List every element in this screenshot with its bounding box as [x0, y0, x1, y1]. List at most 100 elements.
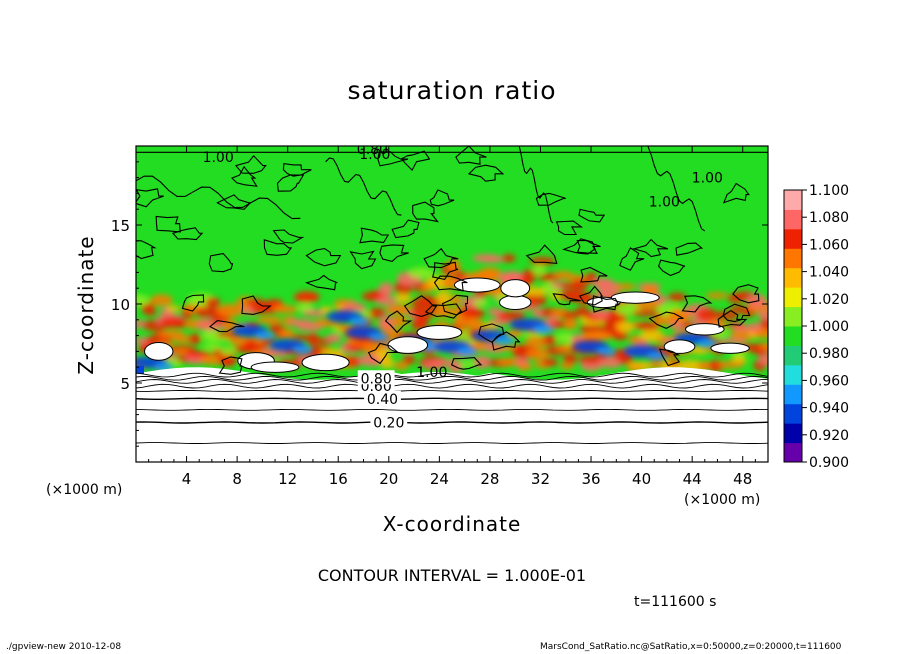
cloud-base-blue [136, 365, 144, 374]
contour-1.00 [367, 342, 400, 365]
colorbar-segment [784, 228, 802, 249]
x-tick-label: 44 [683, 470, 702, 488]
contour-1.00 [155, 215, 181, 233]
isoline [136, 421, 768, 424]
contour-layer: 0.200.400.600.801.00 0.801.001.001.001.00 [136, 142, 768, 444]
footer-left: ./gpview-new 2010-12-08 [6, 642, 122, 652]
y-tick-label: 5 [120, 375, 130, 393]
contour-1.00 [580, 266, 608, 283]
colorbar-tick-label: 1.000 [809, 319, 849, 335]
contour-1.00 [657, 259, 686, 277]
contour-1.00 [276, 174, 305, 192]
contour-1.00 [562, 238, 596, 255]
colorbar-tick-label: 0.900 [809, 455, 849, 471]
contour-1.00 [208, 320, 245, 333]
contour-1.00 [433, 275, 468, 292]
contour-1.00 [648, 311, 684, 330]
isoline [136, 375, 768, 381]
contour-1.00 [181, 294, 205, 312]
isoline [136, 389, 768, 392]
contour-1.00 [216, 194, 252, 210]
isoline [136, 397, 768, 401]
y-tick-label: 10 [111, 296, 130, 314]
colorbar-tick-label: 0.980 [809, 346, 849, 362]
isoline [136, 408, 768, 411]
colorbar-segment [784, 403, 802, 424]
contour-1.00 [432, 261, 459, 281]
colorbar-segment [784, 423, 802, 444]
x-tick-label: 4 [182, 470, 192, 488]
contour-1.00 [681, 295, 713, 313]
contour-1.00-boundary [325, 157, 402, 216]
isoline [136, 442, 768, 444]
contour-interval-label: CONTOUR INTERVAL = 1.000E-01 [317, 566, 587, 585]
x-tick-label: 12 [278, 470, 297, 488]
contour-1.00 [732, 284, 760, 304]
contour-1.00 [412, 201, 439, 223]
contour-1.00 [208, 253, 234, 273]
x-axis-unit-left: (×1000 m) [46, 482, 123, 498]
contour-1.00 [722, 182, 750, 204]
contour-1.00 [305, 274, 338, 291]
x-tick-label: 40 [632, 470, 651, 488]
x-tick-label: 16 [329, 470, 348, 488]
contour-1.00 [349, 250, 377, 270]
contour-1.00 [234, 154, 267, 174]
contour-1.00 [384, 310, 413, 334]
x-tick-label: 20 [379, 470, 398, 488]
contour-1.00 [218, 356, 243, 375]
contour-1.00 [423, 247, 459, 269]
contour-1.00 [592, 295, 620, 313]
colorbar-tick-label: 0.960 [809, 373, 849, 389]
colorbar-tick-label: 1.100 [809, 183, 849, 199]
colorbar-tick-label: 1.040 [809, 265, 849, 281]
contour-1.00 [241, 295, 272, 315]
colorbar-segment [784, 248, 802, 269]
x-tick-label: 8 [232, 470, 242, 488]
contour-label-bg [357, 370, 395, 385]
contour-1.00 [136, 240, 157, 260]
contour-1.00 [400, 150, 431, 172]
footer-right: MarsCond_SatRatio.nc@SatRatio,x=0:50000,… [540, 642, 842, 652]
contour-1.00-boundary [515, 146, 554, 224]
contour-1.00 [377, 151, 409, 167]
colorbar-segment [784, 364, 802, 385]
contour-label: 0.80 [357, 142, 388, 158]
contour-1.00 [632, 238, 669, 258]
colorbar-segment [784, 345, 802, 366]
contour-label: 1.00 [416, 365, 447, 381]
subsaturated-pockets [136, 310, 718, 372]
chart-title: saturation ratio [347, 76, 557, 105]
contour-label-bg [370, 414, 408, 429]
colorbar-tick-label: 0.940 [809, 401, 849, 417]
contour-1.00 [717, 309, 748, 328]
colorbar-segment [784, 384, 802, 405]
contour-1.00-boundary [641, 146, 706, 232]
contour-1.00 [578, 208, 606, 223]
contour-1.00 [391, 219, 420, 239]
contour-1.00 [658, 348, 681, 367]
time-label: t=111600 s [634, 594, 717, 610]
contour-label-bg [364, 390, 401, 405]
isoline [136, 372, 768, 378]
x-axis-label: X-coordinate [382, 512, 522, 536]
contour-1.00 [535, 192, 566, 206]
contour-1.00 [305, 248, 342, 267]
x-tick-label: 36 [581, 470, 600, 488]
colorbar-tick-label: 1.080 [809, 210, 849, 226]
contour-1.00 [441, 294, 469, 316]
contour-1.00 [578, 285, 604, 306]
contour-1.00 [282, 162, 312, 177]
contour-1.00 [429, 189, 455, 207]
contour-1.00-boundary [136, 175, 301, 220]
colorbar-tick-label: 1.060 [809, 237, 849, 253]
colorbar-segment [784, 287, 802, 308]
colorbar-segment [784, 190, 802, 210]
colorbar-tick-label: 0.920 [809, 428, 849, 444]
isoline [136, 383, 768, 389]
contour-1.00 [552, 293, 581, 306]
colorbar-segment [784, 209, 802, 230]
x-tick-label: 28 [480, 470, 499, 488]
contour-1.00 [478, 323, 505, 343]
